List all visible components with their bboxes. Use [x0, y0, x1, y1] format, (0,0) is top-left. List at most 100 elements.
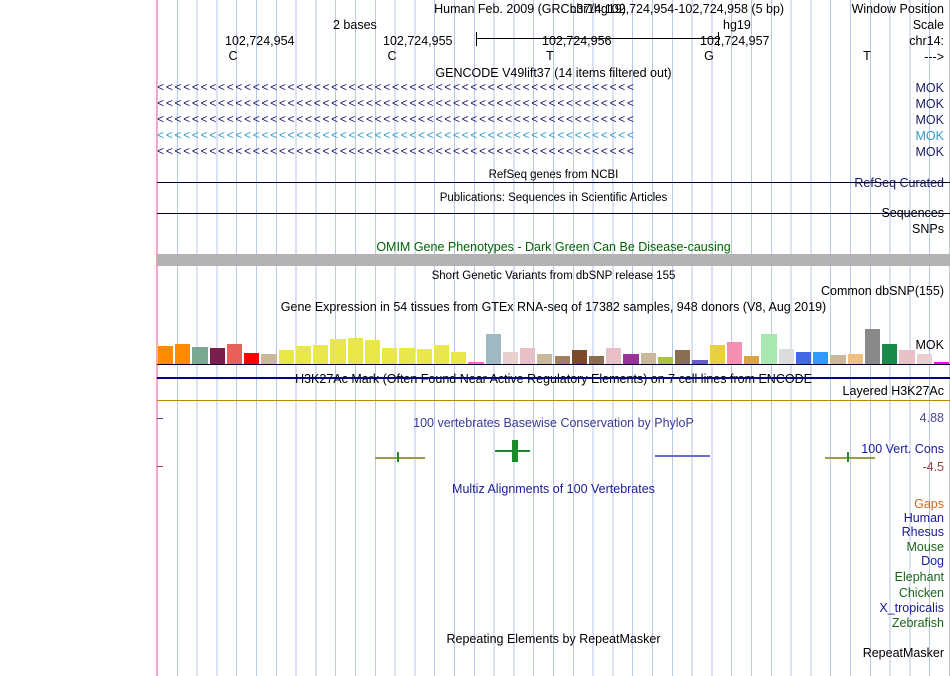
top-base-4: T — [860, 49, 874, 63]
gene-expression-chart[interactable] — [157, 326, 950, 364]
repeatmasker-title: Repeating Elements by RepeatMasker — [157, 632, 950, 646]
gene-expression-bar-41[interactable] — [865, 329, 880, 364]
top-base-1: C — [385, 49, 399, 63]
repeatmasker-label[interactable]: RepeatMasker — [863, 646, 944, 660]
gene-expression-bar-17[interactable] — [451, 352, 466, 364]
multiz-species-label-8[interactable]: Zebrafish — [892, 616, 944, 630]
gencode-arrows-2[interactable]: <<<<<<<<<<<<<<<<<<<<<<<<<<<<<<<<<<<<<<<<… — [157, 114, 950, 126]
gene-expression-bar-40[interactable] — [848, 354, 863, 364]
gencode-title: GENCODE V49lift37 (14 items filtered out… — [157, 66, 950, 80]
window-position-label: Window Position — [852, 2, 944, 16]
phylop-feature-3[interactable] — [825, 457, 875, 459]
gene-expression-title: Gene Expression in 54 tissues from GTEx … — [157, 300, 950, 314]
gene-expression-bar-11[interactable] — [348, 338, 363, 364]
top-base-0: C — [226, 49, 240, 63]
gene-expression-bar-15[interactable] — [417, 349, 432, 364]
arrow-label: ---> — [924, 50, 944, 64]
gene-expression-bar-35[interactable] — [761, 334, 776, 364]
scale-bp-label: 2 bases — [333, 18, 377, 32]
gencode-arrows-4[interactable]: <<<<<<<<<<<<<<<<<<<<<<<<<<<<<<<<<<<<<<<<… — [157, 146, 950, 158]
multiz-species-label-4[interactable]: Dog — [921, 554, 944, 568]
gene-expression-bar-39[interactable] — [830, 355, 845, 364]
genome-browser: Window Position Scale chr14: ---> Human … — [0, 0, 950, 676]
gene-expression-bar-13[interactable] — [382, 348, 397, 364]
gene-expression-bar-21[interactable] — [520, 348, 535, 364]
gene-expression-bar-34[interactable] — [744, 356, 759, 364]
gencode-arrows-0[interactable]: <<<<<<<<<<<<<<<<<<<<<<<<<<<<<<<<<<<<<<<<… — [157, 82, 950, 94]
gene-expression-bar-42[interactable] — [882, 344, 897, 364]
phylop-ymin: -4.5 — [922, 460, 944, 474]
dbsnp-title: Short Genetic Variants from dbSNP releas… — [157, 270, 950, 282]
gene-expression-bar-0[interactable] — [158, 346, 173, 364]
gene-expression-bar-25[interactable] — [589, 356, 604, 364]
position-tick-1: 102,724,955 — [383, 34, 453, 48]
h3k27ac-line — [157, 377, 950, 379]
publications-title: Publications: Sequences in Scientific Ar… — [157, 192, 950, 204]
top-base-3: G — [702, 49, 716, 63]
gene-expression-bar-5[interactable] — [244, 353, 259, 364]
gene-expression-bar-19[interactable] — [486, 334, 501, 364]
sequences-line — [157, 213, 950, 214]
h3k27ac-title: H3K27Ac Mark (Often Found Near Active Re… — [157, 372, 950, 386]
gene-expression-bar-23[interactable] — [555, 356, 570, 364]
hg19-label: hg19 — [723, 18, 751, 32]
multiz-title: Multiz Alignments of 100 Vertebrates — [157, 482, 950, 496]
gene-expression-bar-26[interactable] — [606, 348, 621, 364]
multiz-species-label-0[interactable]: Gaps — [914, 497, 944, 511]
multiz-species-label-1[interactable]: Human — [904, 511, 944, 525]
gene-expression-bar-7[interactable] — [279, 350, 294, 364]
chr-label: chr14: — [909, 34, 944, 48]
gencode-arrows-1[interactable]: <<<<<<<<<<<<<<<<<<<<<<<<<<<<<<<<<<<<<<<<… — [157, 98, 950, 110]
position-tick-2: 102,724,956 — [542, 34, 612, 48]
gene-expression-bar-28[interactable] — [641, 353, 656, 364]
phylop-feature-0[interactable] — [375, 457, 425, 459]
gene-expression-bar-22[interactable] — [537, 354, 552, 364]
gene-expression-bar-27[interactable] — [623, 354, 638, 364]
gene-expression-bar-2[interactable] — [192, 347, 207, 364]
multiz-species-label-2[interactable]: Rhesus — [902, 525, 944, 539]
position-tick-0: 102,724,954 — [225, 34, 295, 48]
gencode-arrows-3[interactable]: <<<<<<<<<<<<<<<<<<<<<<<<<<<<<<<<<<<<<<<<… — [157, 130, 950, 142]
snps-label[interactable]: SNPs — [912, 222, 944, 236]
phylop-ymax: 4.88 — [920, 411, 944, 425]
gene-expression-bar-29[interactable] — [658, 357, 673, 364]
gene-expression-bar-32[interactable] — [710, 345, 725, 364]
gene-expression-bar-9[interactable] — [313, 345, 328, 364]
gene-expression-bar-12[interactable] — [365, 340, 380, 364]
gene-expression-bar-43[interactable] — [899, 350, 914, 364]
position-tick-3: 102,724,957 — [700, 34, 770, 48]
multiz-species-label-5[interactable]: Elephant — [895, 570, 944, 584]
gene-expression-bar-36[interactable] — [779, 349, 794, 364]
gene-expression-bar-1[interactable] — [175, 344, 190, 364]
gene-expression-bar-24[interactable] — [572, 350, 587, 364]
gene-expression-bar-3[interactable] — [210, 348, 225, 364]
scale-label: Scale — [913, 18, 944, 32]
omim-gray-band[interactable] — [157, 254, 950, 266]
gene-expression-bar-16[interactable] — [434, 345, 449, 364]
range-line: chr14:102,724,954-102,724,958 (5 bp) — [570, 2, 784, 16]
h3k27ac-label[interactable]: Layered H3K27Ac — [843, 384, 944, 398]
gene-expression-bar-37[interactable] — [796, 352, 811, 364]
gene-expression-bar-6[interactable] — [261, 354, 276, 364]
gene-expression-bar-10[interactable] — [330, 339, 345, 364]
gene-expression-bar-20[interactable] — [503, 352, 518, 364]
gene-expression-bar-38[interactable] — [813, 352, 828, 364]
gene-expression-bar-44[interactable] — [917, 354, 932, 364]
top-base-2: T — [543, 49, 557, 63]
gene-expression-bar-33[interactable] — [727, 342, 742, 364]
multiz-species-label-7[interactable]: X_tropicalis — [879, 601, 944, 615]
phylop-title: 100 vertebrates Basewise Conservation by… — [157, 416, 950, 430]
phylop-label[interactable]: 100 Vert. Cons — [861, 442, 944, 456]
multiz-species-label-6[interactable]: Chicken — [899, 586, 944, 600]
multiz-species-label-3[interactable]: Mouse — [906, 540, 944, 554]
gene-expression-bar-8[interactable] — [296, 346, 311, 364]
gene-expression-baseline — [157, 364, 950, 365]
gene-expression-bar-30[interactable] — [675, 350, 690, 364]
dbsnp-label[interactable]: Common dbSNP(155) — [821, 284, 944, 298]
refseq-title: RefSeq genes from NCBI — [157, 169, 950, 181]
refseq-label[interactable]: RefSeq Curated — [854, 176, 944, 190]
phylop-feature-2[interactable] — [655, 455, 710, 457]
gene-expression-bar-4[interactable] — [227, 344, 242, 364]
omim-title: OMIM Gene Phenotypes - Dark Green Can Be… — [157, 240, 950, 254]
gene-expression-bar-14[interactable] — [399, 348, 414, 364]
